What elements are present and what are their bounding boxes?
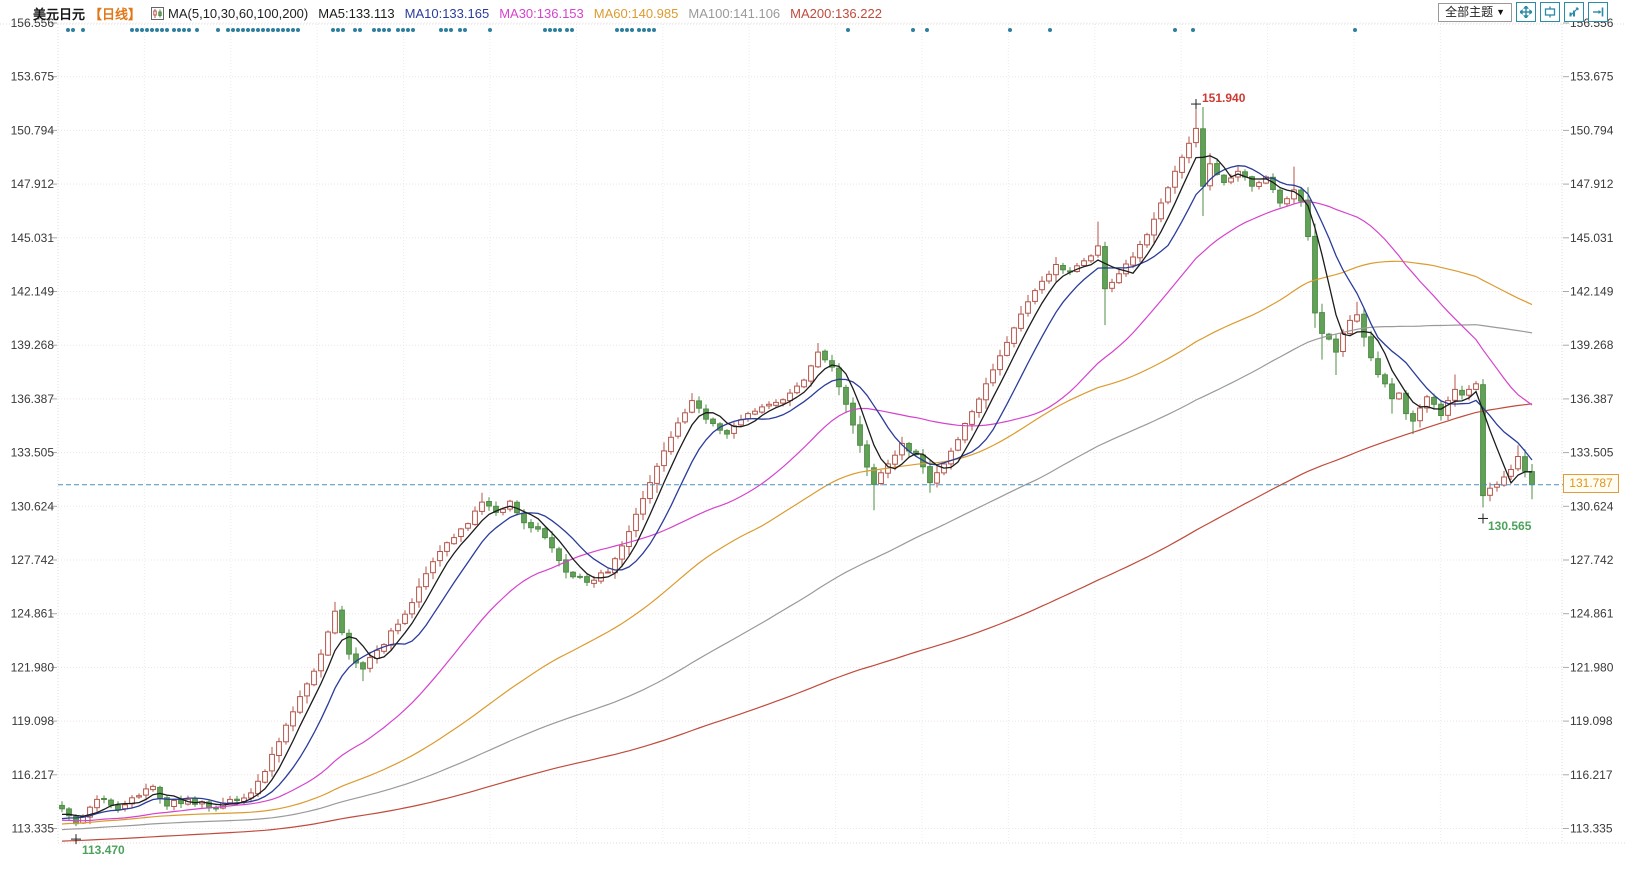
- ma5-line: [61, 155, 1532, 817]
- svg-text:119.098: 119.098: [12, 714, 55, 728]
- ma5-value: MA5:133.113: [318, 5, 395, 21]
- start-low-price-label: 113.470: [82, 843, 125, 857]
- svg-text:113.335: 113.335: [12, 822, 55, 836]
- svg-text:116.217: 116.217: [12, 768, 55, 782]
- ma60-line: [61, 260, 1533, 825]
- grid-layer: [0, 22, 1626, 844]
- svg-text:113.335: 113.335: [1570, 822, 1613, 836]
- symbol-title: 美元日元: [33, 6, 86, 22]
- pan-button[interactable]: [1516, 2, 1536, 22]
- event-dots-row[interactable]: [66, 28, 1357, 32]
- go-latest-button[interactable]: [1588, 2, 1608, 22]
- svg-text:150.794: 150.794: [11, 123, 55, 137]
- svg-text:124.861: 124.861: [1570, 607, 1614, 621]
- svg-text:133.505: 133.505: [11, 446, 55, 460]
- zoom-scale-icon: [1569, 7, 1579, 17]
- ma10-value: MA10:133.165: [404, 5, 490, 21]
- svg-text:130.624: 130.624: [1570, 499, 1614, 513]
- svg-text:136.387: 136.387: [1570, 392, 1614, 406]
- fit-scale-button[interactable]: [1540, 2, 1560, 22]
- svg-text:147.912: 147.912: [1570, 177, 1614, 191]
- ma-lines-layer: [61, 155, 1533, 842]
- svg-text:139.268: 139.268: [1570, 338, 1614, 352]
- svg-text:124.861: 124.861: [11, 607, 55, 621]
- svg-text:156.556: 156.556: [11, 16, 55, 30]
- svg-text:121.980: 121.980: [11, 660, 55, 674]
- svg-text:145.031: 145.031: [11, 231, 55, 245]
- go-latest-icon: [1593, 7, 1604, 17]
- high-price-label: 151.940: [1202, 91, 1246, 105]
- last-price-tag: 131.787: [1563, 474, 1619, 493]
- svg-text:136.387: 136.387: [11, 392, 55, 406]
- svg-text:145.031: 145.031: [1570, 231, 1614, 245]
- theme-dropdown-label: 全部主题: [1445, 4, 1494, 19]
- ma30-line: [61, 201, 1533, 822]
- chart-header: 美元日元 【日线】 MA(5,10,30,60,100,200) MA5:133…: [33, 4, 882, 22]
- recent-low-price-label: 130.565: [1488, 519, 1532, 533]
- fit-scale-icon: [1544, 6, 1556, 18]
- ma30-value: MA30:136.153: [499, 5, 584, 21]
- ma200-value: MA200:136.222: [790, 5, 882, 21]
- svg-text:121.980: 121.980: [1570, 660, 1614, 674]
- indicator-settings-icon[interactable]: [151, 6, 165, 20]
- svg-text:153.675: 153.675: [11, 70, 55, 84]
- ma100-value: MA100:141.106: [688, 5, 781, 21]
- extreme-markers: [71, 99, 1488, 845]
- pan-icon: [1520, 6, 1532, 18]
- svg-text:153.675: 153.675: [1570, 70, 1614, 84]
- svg-text:116.217: 116.217: [1570, 768, 1613, 782]
- svg-text:142.149: 142.149: [1570, 285, 1614, 299]
- svg-text:147.912: 147.912: [11, 177, 55, 191]
- svg-text:139.268: 139.268: [11, 338, 55, 352]
- zoom-scale-button[interactable]: [1564, 2, 1584, 22]
- svg-text:119.098: 119.098: [1570, 714, 1613, 728]
- svg-text:150.794: 150.794: [1570, 123, 1614, 137]
- period-label: 【日线】: [89, 6, 142, 22]
- ma100-line: [61, 324, 1533, 831]
- svg-text:130.624: 130.624: [11, 499, 55, 513]
- ma60-value: MA60:140.985: [593, 5, 679, 21]
- chart-toolbar: 全部主题 ▼: [1438, 2, 1608, 22]
- svg-text:142.149: 142.149: [11, 285, 55, 299]
- ma10-line: [61, 165, 1533, 820]
- candles-layer[interactable]: [59, 107, 1535, 827]
- svg-text:133.505: 133.505: [1570, 446, 1614, 460]
- theme-dropdown[interactable]: 全部主题 ▼: [1438, 2, 1512, 22]
- chevron-down-icon: ▼: [1496, 6, 1505, 17]
- ma200-line: [61, 403, 1533, 842]
- svg-text:127.742: 127.742: [1570, 553, 1614, 567]
- svg-text:127.742: 127.742: [11, 553, 55, 567]
- ma-indicator-label: MA(5,10,30,60,100,200): [168, 5, 309, 21]
